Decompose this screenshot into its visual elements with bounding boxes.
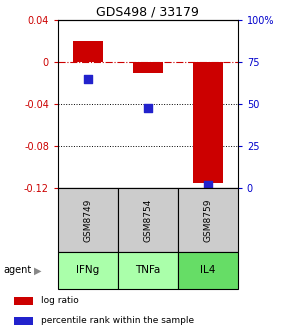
Bar bbox=[178, 252, 238, 289]
Point bbox=[86, 76, 90, 82]
Text: GSM8749: GSM8749 bbox=[84, 198, 93, 242]
Text: GSM8759: GSM8759 bbox=[203, 198, 212, 242]
Text: percentile rank within the sample: percentile rank within the sample bbox=[41, 316, 195, 325]
Text: IFNg: IFNg bbox=[76, 265, 99, 276]
Bar bbox=[14, 317, 33, 325]
Text: GSM8754: GSM8754 bbox=[143, 198, 153, 242]
Bar bbox=[73, 41, 103, 62]
Bar bbox=[118, 252, 178, 289]
Title: GDS498 / 33179: GDS498 / 33179 bbox=[97, 6, 199, 19]
Bar bbox=[58, 252, 118, 289]
Point bbox=[206, 182, 210, 187]
Bar bbox=[193, 62, 223, 183]
Bar bbox=[133, 62, 163, 73]
Bar bbox=[58, 188, 118, 252]
Bar bbox=[178, 188, 238, 252]
Text: agent: agent bbox=[3, 265, 31, 276]
Point bbox=[146, 105, 150, 110]
Text: log ratio: log ratio bbox=[41, 296, 79, 305]
Text: IL4: IL4 bbox=[200, 265, 215, 276]
Bar bbox=[14, 297, 33, 305]
Text: TNFa: TNFa bbox=[135, 265, 161, 276]
Text: ▶: ▶ bbox=[34, 265, 41, 276]
Bar bbox=[118, 188, 178, 252]
